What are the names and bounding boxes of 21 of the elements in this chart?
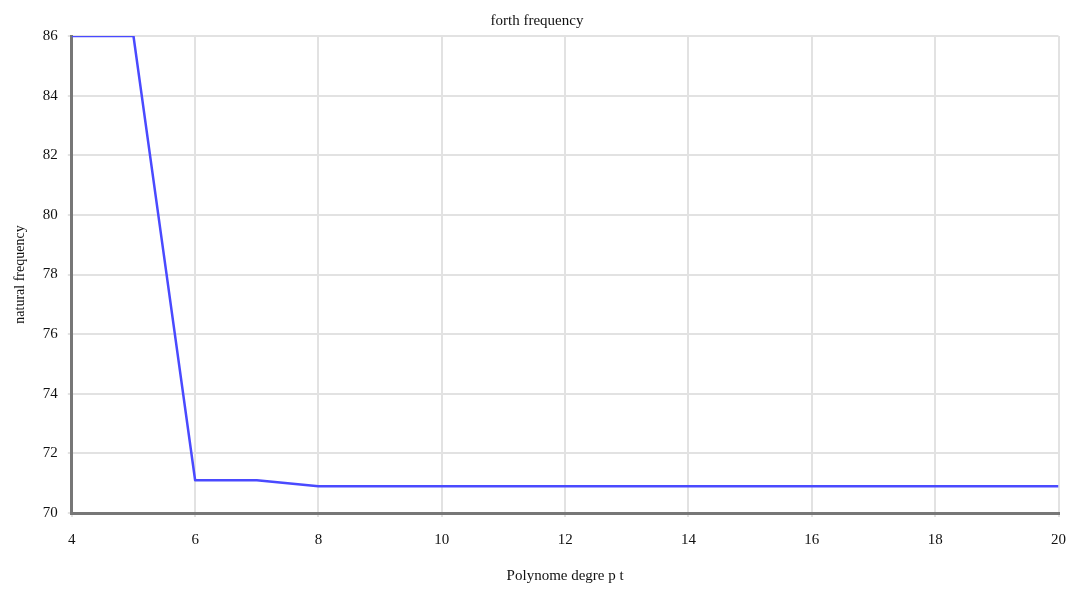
x-tick-label: 10 bbox=[434, 530, 450, 547]
y-tick-label: 82 bbox=[42, 146, 58, 163]
x-tick-label: 6 bbox=[191, 530, 200, 547]
y-tick-label: 72 bbox=[42, 444, 58, 461]
y-tick-label: 80 bbox=[42, 205, 58, 222]
x-tick-label: 16 bbox=[804, 530, 820, 547]
x-tick-label: 8 bbox=[314, 530, 323, 547]
chart-title: forth frequency bbox=[490, 11, 584, 28]
y-tick-label: 70 bbox=[42, 503, 58, 520]
y-tick-label: 84 bbox=[42, 86, 59, 103]
x-tick-label: 4 bbox=[68, 530, 77, 547]
y-tick-label: 78 bbox=[42, 265, 58, 282]
y-tick-label: 74 bbox=[42, 384, 59, 401]
x-tick-label: 14 bbox=[680, 530, 697, 547]
y-axis-title: natural frequency bbox=[12, 225, 28, 324]
x-tick-label: 20 bbox=[1051, 530, 1066, 547]
x-axis-title: Polynome degre p t bbox=[506, 566, 625, 583]
y-tick-label: 76 bbox=[42, 325, 59, 342]
x-tick-label: 18 bbox=[927, 530, 943, 547]
x-tick-label: 12 bbox=[557, 530, 573, 547]
y-tick-label: 86 bbox=[42, 26, 59, 43]
